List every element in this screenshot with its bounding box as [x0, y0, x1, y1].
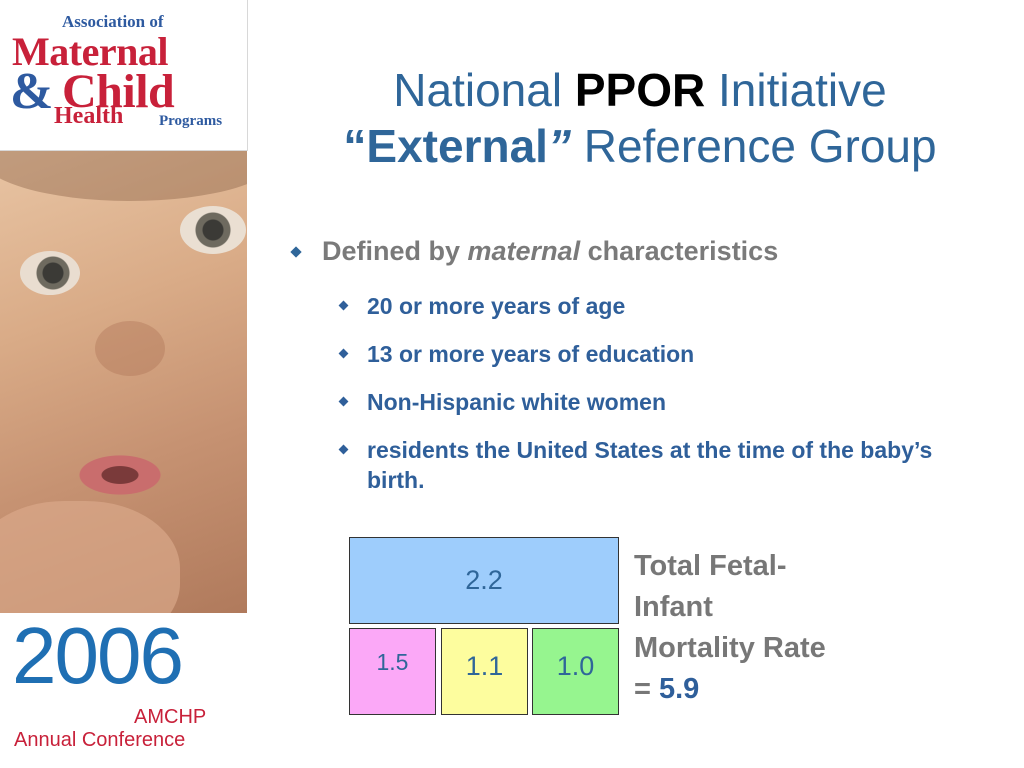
sub-bullet: 13 or more years of education	[338, 339, 980, 369]
logo-association-text: Association of	[62, 12, 164, 31]
diamond-bullet-icon	[338, 348, 349, 359]
main-bullet-part-c: characteristics	[580, 236, 779, 266]
main-bullet-text: Defined by maternal characteristics	[322, 236, 778, 267]
slide-title: National PPOR Initiative “External” Refe…	[260, 62, 1020, 174]
sub-bullet-text: residents the United States at the time …	[367, 437, 933, 493]
logo-maternal-text: Maternal	[12, 29, 168, 74]
logo-health-text: Health	[54, 103, 124, 129]
diagram-box-yellow: 1.1	[441, 628, 528, 715]
diamond-bullet-icon	[290, 246, 302, 258]
sub-bullet: 20 or more years of age	[338, 291, 980, 321]
conference-branding	[0, 614, 247, 768]
main-bullet-part-a: Defined by	[322, 236, 468, 266]
logo-programs-text: Programs	[159, 113, 223, 129]
title-initiative: Initiative	[705, 64, 887, 116]
sub-bullet-text: 13 or more years of education	[367, 341, 695, 367]
photo-hair	[0, 151, 247, 201]
main-bullet-maternal: maternal	[467, 236, 581, 266]
diagram-box-pink: 1.5	[349, 628, 436, 715]
photo-nose	[95, 321, 165, 376]
conference-event: Annual Conference	[14, 729, 186, 751]
photo-eye-right	[180, 206, 246, 254]
sub-bullet-text: Non-Hispanic white women	[367, 389, 667, 415]
diagram-box-green: 1.0	[532, 628, 619, 715]
title-external: External	[366, 120, 548, 172]
diamond-bullet-icon	[338, 300, 349, 311]
logo-ampersand: &	[10, 63, 54, 120]
diamond-bullet-icon	[338, 444, 349, 455]
photo-eye-left	[20, 251, 80, 295]
total-label-text: Total Fetal-Infant Mortality Rate =	[634, 550, 826, 705]
logo-child-text: Child	[62, 65, 175, 118]
total-mortality-label: Total Fetal-Infant Mortality Rate = 5.9	[634, 546, 834, 710]
conference-org: AMCHP	[134, 706, 207, 728]
sub-bullet: Non-Hispanic white women	[338, 387, 980, 417]
title-national: National	[393, 64, 575, 116]
title-line-2: “External” Reference Group	[260, 118, 1020, 174]
conference-year: 2006	[12, 611, 184, 700]
title-ppor: PPOR	[574, 64, 706, 116]
sub-bullet-text: 20 or more years of age	[367, 293, 626, 319]
total-mortality-value: 5.9	[659, 673, 700, 705]
photo-hand	[0, 501, 180, 613]
amchp-logo: Association of Maternal & Child Health P…	[0, 0, 248, 151]
diagram-box-top: 2.2	[349, 537, 619, 624]
title-reference-group: Reference Group	[570, 120, 937, 172]
photo-mouth	[60, 446, 180, 504]
title-open-quote: “	[343, 120, 367, 172]
baby-photo	[0, 151, 247, 613]
diamond-bullet-icon	[338, 396, 349, 407]
title-line-1: National PPOR Initiative	[260, 62, 1020, 118]
title-close-quote: ”	[547, 120, 571, 172]
sub-bullet: residents the United States at the time …	[338, 435, 980, 495]
